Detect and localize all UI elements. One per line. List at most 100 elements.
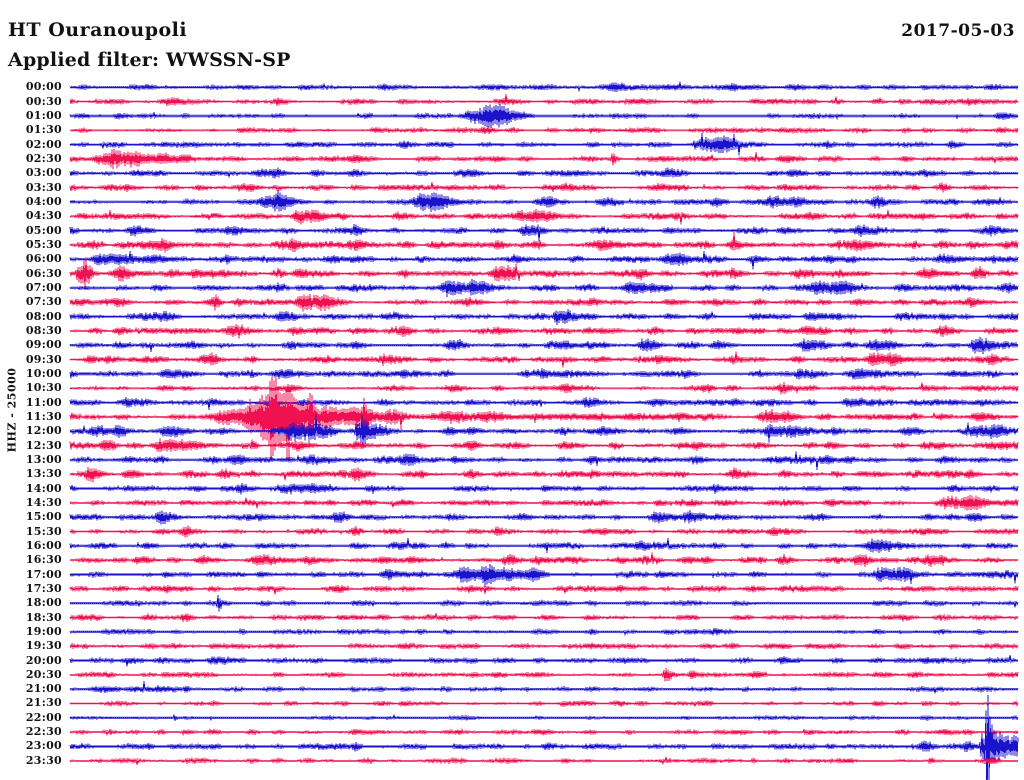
trace-row-0700: [69, 278, 1019, 298]
trace-row-2230: [69, 727, 1019, 737]
trace-row-1100: [69, 397, 1019, 411]
trace-row-2030: [69, 667, 1019, 682]
trace-row-0800: [69, 308, 1019, 326]
trace-row-1200: [69, 414, 1019, 447]
trace-row-0630: [69, 257, 1019, 290]
time-label: 00:00: [25, 80, 62, 94]
trace-row-1430: [69, 495, 1019, 511]
trace-row-2130: [69, 699, 1019, 708]
time-label: 04:30: [25, 209, 62, 223]
time-label: 05:00: [25, 223, 62, 237]
trace-row-1600: [69, 537, 1019, 554]
trace-row-0500: [69, 224, 1019, 242]
time-label: 19:30: [25, 639, 62, 653]
station-title: HT Ouranoupoli: [8, 19, 188, 41]
time-label: 21:30: [25, 696, 62, 710]
trace-row-1730: [69, 584, 1019, 595]
time-label: 10:00: [25, 366, 62, 380]
time-label: 01:30: [25, 123, 62, 137]
time-label: 20:00: [25, 653, 62, 667]
trace-row-1330: [69, 466, 1019, 483]
trace-row-1830: [69, 612, 1019, 623]
time-label: 22:30: [25, 725, 62, 739]
time-label: 02:00: [25, 137, 62, 151]
trace-row-2330: [69, 756, 1019, 766]
time-label: 12:30: [25, 438, 62, 452]
time-label: 18:00: [25, 596, 62, 610]
time-label: 14:00: [25, 481, 62, 495]
trace-row-1530: [69, 525, 1019, 538]
trace-row-0230: [69, 148, 1019, 170]
time-label: 16:00: [25, 538, 62, 552]
time-label: 16:30: [25, 553, 62, 567]
trace-row-0930: [69, 351, 1019, 368]
time-label: 05:30: [25, 237, 62, 251]
trace-row-0330: [69, 181, 1019, 193]
plot-date: 2017-05-03: [901, 21, 1015, 41]
time-label: 23:00: [25, 739, 62, 753]
time-label: 00:30: [25, 94, 62, 108]
time-label: 08:00: [25, 309, 62, 323]
trace-row-0530: [69, 232, 1019, 253]
trace-row-0200: [69, 132, 1019, 156]
trace-row-0100: [69, 104, 1019, 128]
time-label: 08:30: [25, 323, 62, 337]
trace-row-1030: [69, 382, 1019, 395]
time-label: 07:00: [25, 280, 62, 294]
time-label: 07:30: [25, 295, 62, 309]
time-label: 23:30: [25, 753, 62, 767]
trace-row-1300: [69, 451, 1019, 470]
time-label: 13:00: [25, 452, 62, 466]
trace-row-0400: [69, 190, 1019, 212]
trace-row-0430: [69, 208, 1019, 225]
trace-row-0830: [69, 323, 1019, 339]
time-label: 06:00: [25, 252, 62, 266]
time-label: 14:30: [25, 495, 62, 509]
time-label: 17:30: [25, 581, 62, 595]
time-label: 20:30: [25, 667, 62, 681]
time-label: 01:00: [25, 108, 62, 122]
trace-row-1230: [69, 438, 1019, 453]
time-label: 03:30: [25, 180, 62, 194]
trace-row-1130: [69, 376, 1019, 460]
time-label: 06:30: [25, 266, 62, 280]
trace-row-1500: [69, 510, 1019, 525]
trace-row-2000: [69, 654, 1019, 667]
trace-row-1630: [69, 552, 1019, 568]
time-label: 12:00: [25, 424, 62, 438]
trace-row-1900: [69, 627, 1019, 637]
time-label: 17:00: [25, 567, 62, 581]
time-label: 09:00: [25, 338, 62, 352]
trace-row-0600: [69, 250, 1019, 270]
trace-row-1000: [69, 367, 1019, 380]
time-label: 02:30: [25, 151, 62, 165]
time-label: 04:00: [25, 194, 62, 208]
trace-row-2300: [69, 694, 1019, 780]
time-label: 21:00: [25, 682, 62, 696]
time-label: 15:30: [25, 524, 62, 538]
trace-row-0030: [69, 93, 1019, 107]
time-label: 15:00: [25, 510, 62, 524]
filter-label: Applied filter: WWSSN-SP: [8, 49, 291, 71]
time-label: 19:00: [25, 624, 62, 638]
trace-row-0900: [69, 337, 1019, 355]
time-label: 22:00: [25, 710, 62, 724]
time-label: 18:30: [25, 610, 62, 624]
time-label: 10:30: [25, 381, 62, 395]
time-label: 13:30: [25, 467, 62, 481]
trace-row-0300: [69, 167, 1019, 179]
trace-row-1800: [69, 594, 1019, 612]
time-label: 03:00: [25, 166, 62, 180]
time-label: 09:30: [25, 352, 62, 366]
trace-row-0730: [69, 293, 1019, 312]
trace-row-2200: [69, 713, 1019, 722]
trace-row-1930: [69, 641, 1019, 651]
trace-row-1400: [69, 482, 1019, 495]
trace-row-0000: [69, 81, 1019, 93]
trace-row-1700: [69, 564, 1019, 587]
trace-row-2100: [69, 681, 1019, 694]
trace-row-0130: [69, 125, 1019, 135]
time-label: 11:00: [25, 395, 62, 409]
